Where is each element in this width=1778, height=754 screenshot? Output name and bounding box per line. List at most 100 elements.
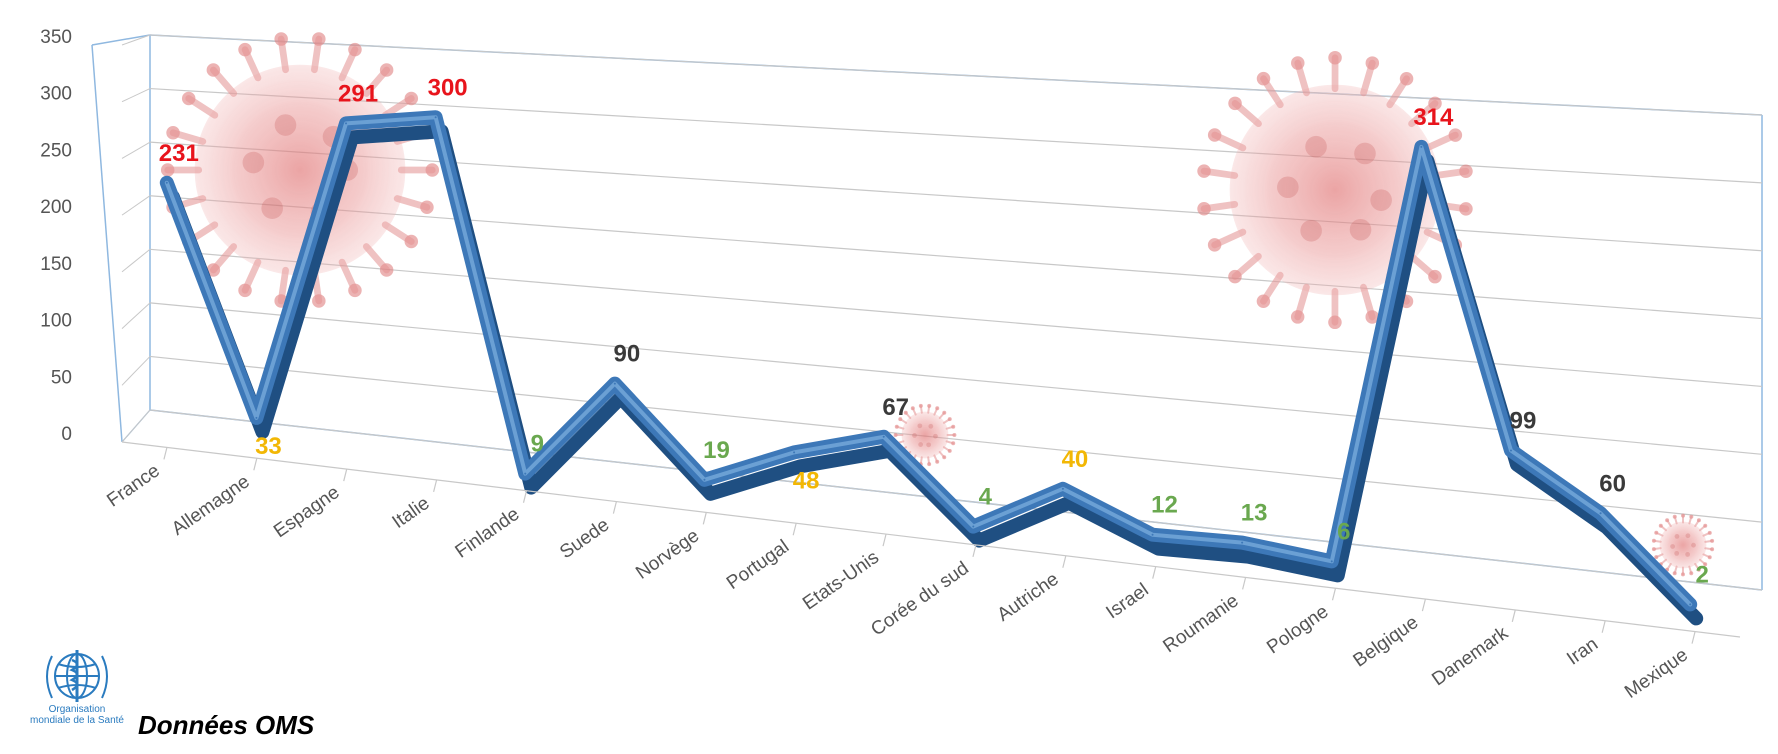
x-tick: [972, 544, 977, 558]
x-tick: [253, 458, 258, 471]
x-tick-label: Corée du sud: [867, 558, 972, 641]
gridline-side: [121, 356, 151, 386]
data-label: 300: [428, 74, 468, 101]
data-point: [703, 478, 706, 481]
x-tick: [433, 479, 438, 493]
virus-icon: [1197, 50, 1473, 330]
y-tick-label: 0: [61, 424, 72, 445]
y-tick-label: 150: [40, 254, 72, 275]
data-label: 13: [1241, 500, 1268, 527]
data-point: [1509, 449, 1512, 452]
series-line: [159, 110, 1704, 626]
data-label: 2: [1696, 561, 1709, 588]
data-label: 231: [159, 140, 199, 167]
data-label: 40: [1062, 446, 1089, 473]
x-tick: [1062, 555, 1067, 568]
data-label: 67: [882, 394, 909, 421]
x-tick-label: Suede: [556, 514, 613, 563]
data-label: 12: [1151, 492, 1178, 519]
y-axis: 350 300 250 200 150 100 50 0: [40, 27, 72, 445]
who-name: Organisation mondiale de la Santé: [22, 704, 132, 726]
x-tick-label: Pologne: [1263, 601, 1332, 658]
frame-front-left: [91, 44, 123, 443]
x-tick: [882, 533, 887, 547]
gridline-side: [121, 409, 151, 443]
data-point: [1599, 512, 1602, 515]
x-tick-label: Autriche: [994, 569, 1063, 626]
x-tick: [1421, 598, 1426, 612]
x-tick: [1691, 631, 1696, 644]
frame-corner-top: [91, 34, 151, 46]
data-label: 48: [793, 467, 820, 494]
gridline: [149, 355, 1763, 523]
gridline-side: [121, 88, 151, 103]
virus-icon: [893, 403, 957, 467]
x-tick: [163, 447, 168, 460]
gridline-side: [121, 34, 151, 46]
data-point: [524, 472, 527, 475]
y-tick-label: 300: [40, 84, 72, 105]
footer: Organisation mondiale de la Santé Donnée…: [22, 646, 442, 746]
data-label: 6: [1337, 518, 1350, 545]
data-point: [1151, 533, 1154, 536]
data-label: 99: [1510, 408, 1537, 435]
x-tick-label: Danemark: [1428, 623, 1512, 691]
x-tick-label: Roumanie: [1159, 590, 1242, 657]
source-label: Données OMS: [138, 710, 315, 740]
gridline: [149, 34, 1763, 116]
gridline-side: [121, 248, 151, 273]
x-tick: [1511, 609, 1516, 623]
y-tick-label: 200: [40, 197, 72, 218]
data-label: 4: [979, 484, 993, 511]
virus-decorations: [160, 32, 1715, 577]
data-point: [345, 122, 348, 125]
data-point: [793, 451, 796, 454]
x-tick: [792, 523, 797, 536]
data-point: [1061, 487, 1064, 490]
who-logo-icon: [46, 650, 108, 702]
data-label: 33: [255, 433, 282, 460]
data-label: 90: [614, 341, 641, 368]
gridline-side: [121, 302, 151, 329]
data-label: 291: [338, 80, 378, 107]
gridline: [149, 302, 1763, 455]
x-tick: [1242, 577, 1247, 590]
x-tick: [1601, 620, 1606, 633]
data-point: [165, 181, 168, 184]
who-name-line1: Organisation: [48, 704, 106, 715]
data-point: [1420, 145, 1423, 148]
y-tick-label: 50: [51, 367, 72, 388]
x-tick-label: Finlande: [452, 504, 524, 563]
x-tick-label: Israel: [1102, 579, 1152, 623]
gridline-side: [121, 195, 151, 216]
data-point: [434, 116, 437, 119]
gridline-side: [121, 141, 151, 159]
data-point: [613, 382, 616, 385]
x-tick-label: Allemagne: [168, 471, 254, 540]
x-tick-label: Iran: [1563, 634, 1602, 670]
x-tick: [522, 490, 528, 503]
x-tick-label: Italie: [389, 493, 434, 533]
x-tick: [343, 468, 348, 482]
x-tick-label: Belgique: [1350, 612, 1423, 672]
x-tick-label: Etats-Unis: [799, 547, 883, 614]
data-point: [1241, 541, 1244, 544]
x-tick-label: France: [103, 460, 163, 511]
data-label: 9: [531, 431, 544, 458]
gridline: [149, 87, 1763, 184]
data-point: [255, 416, 258, 419]
data-label: 19: [703, 437, 730, 464]
data-label: 314: [1413, 104, 1454, 131]
x-tick: [702, 512, 707, 525]
x-tick: [1152, 566, 1157, 579]
who-name-line2: mondiale de la Santé: [30, 715, 124, 726]
x-tick-label: Mexique: [1621, 644, 1692, 702]
x-tick-label: Portugal: [723, 536, 793, 594]
gridline: [149, 195, 1763, 320]
x-tick-label: Espagne: [270, 482, 343, 542]
x-tick-label: Norvège: [632, 525, 703, 583]
data-point: [1330, 560, 1333, 563]
data-point: [972, 525, 975, 528]
y-tick-label: 100: [40, 311, 72, 332]
